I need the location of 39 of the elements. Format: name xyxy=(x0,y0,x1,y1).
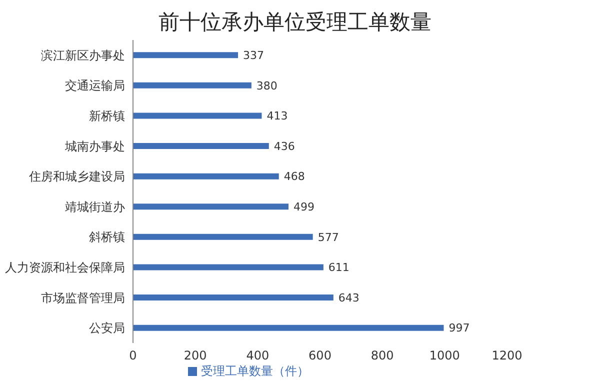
bar xyxy=(133,143,269,150)
x-tick-label: 400 xyxy=(246,348,270,363)
bar xyxy=(133,112,262,119)
data-label: 468 xyxy=(284,170,305,184)
data-label: 611 xyxy=(328,261,350,274)
y-tick-label: 城南办事处 xyxy=(64,139,125,154)
bar xyxy=(133,294,334,301)
bar xyxy=(133,324,444,331)
x-tick-label: 800 xyxy=(370,348,394,363)
data-label: 436 xyxy=(274,140,295,153)
y-tick-label: 新桥镇 xyxy=(89,109,125,124)
x-tick-label: 600 xyxy=(308,348,332,363)
x-tick-label: 1200 xyxy=(492,348,522,363)
x-tick-label: 0 xyxy=(129,348,137,363)
y-tick-label: 交通运输局 xyxy=(65,78,125,93)
data-label: 337 xyxy=(243,49,264,62)
data-label: 643 xyxy=(338,291,360,304)
y-tick-label: 斜桥镇 xyxy=(89,230,125,244)
bar xyxy=(133,234,313,240)
bar xyxy=(133,173,279,180)
y-tick-label: 滨江新区办事处 xyxy=(41,48,125,62)
data-label: 499 xyxy=(294,200,315,214)
y-tick-label: 靖城街道办 xyxy=(65,200,125,214)
y-tick-label: 人力资源和社会保障局 xyxy=(5,260,125,275)
data-label: 577 xyxy=(318,230,339,244)
bar xyxy=(133,82,252,88)
x-tick-label: 200 xyxy=(184,348,207,363)
data-label: 380 xyxy=(256,79,278,92)
bar xyxy=(133,264,324,270)
data-label: 997 xyxy=(448,322,470,335)
y-tick-label: 公安局 xyxy=(89,321,125,336)
bar xyxy=(133,52,238,58)
y-tick-label: 住房和城乡建设局 xyxy=(28,170,125,184)
y-tick-label: 市场监督管理局 xyxy=(41,290,125,305)
chart-title: 前十位承办单位受理工单数量 xyxy=(158,9,432,36)
bar xyxy=(133,204,289,210)
x-tick-label: 1000 xyxy=(429,348,460,363)
legend-label: 受理工单数量（件） xyxy=(201,364,309,378)
data-label: 413 xyxy=(266,110,288,123)
